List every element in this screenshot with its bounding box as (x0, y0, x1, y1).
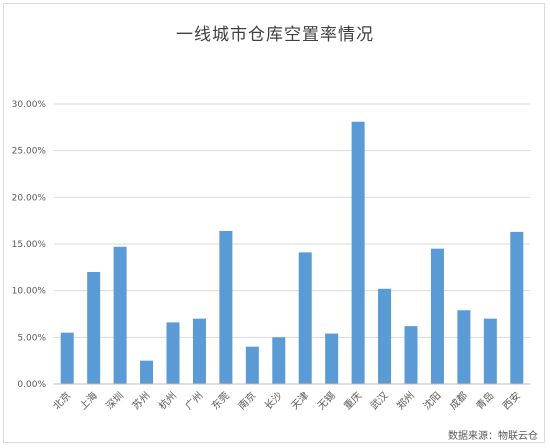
x-tick-label: 沈阳 (420, 389, 443, 412)
x-tick-label: 北京 (50, 389, 73, 412)
bar (140, 360, 154, 384)
x-tick-label: 武汉 (367, 389, 390, 412)
x-tick-label: 郑州 (394, 389, 417, 412)
bar (166, 322, 180, 384)
y-tick-label: 20.00% (12, 193, 47, 203)
y-tick-label: 0.00% (17, 380, 46, 390)
x-tick-label: 西安 (500, 389, 523, 412)
x-tick-label: 天津 (289, 390, 312, 413)
x-tick-label: 深圳 (104, 390, 127, 413)
x-tick-label: 苏州 (129, 389, 152, 412)
y-axis-ticks: 0.00% 5.00% 10.00% 15.00% 20.00% 25.00% 30.00% (12, 100, 47, 390)
bar (510, 231, 524, 384)
bar (192, 318, 206, 384)
bar (60, 332, 74, 384)
x-tick-label: 长沙 (262, 390, 285, 413)
x-tick-label: 南京 (235, 389, 258, 412)
x-tick-label: 重庆 (341, 389, 364, 412)
bar (325, 333, 339, 384)
bar (430, 248, 444, 384)
bar (113, 246, 127, 384)
bar (298, 252, 312, 384)
x-tick-label: 杭州 (156, 389, 179, 412)
chart-title: 一线城市仓库空置率情况 (176, 25, 374, 45)
bar (219, 230, 233, 384)
bar (378, 288, 392, 384)
bar (351, 121, 365, 384)
bar (87, 272, 101, 384)
bar (483, 318, 497, 384)
bar (404, 326, 418, 384)
bar (245, 346, 259, 384)
x-tick-label: 东莞 (209, 389, 232, 412)
x-tick-label: 无锡 (314, 389, 337, 412)
gridlines (54, 103, 530, 338)
x-tick-label: 青岛 (473, 389, 496, 412)
x-tick-label: 成都 (447, 390, 470, 413)
x-axis-ticks: 北京 上海 深圳 苏州 杭州 广州 东莞 南京 长沙 天津 无锡 重庆 武汉 郑州 沈阳 成都 青岛 西安 (50, 389, 523, 412)
x-tick-label: 上海 (76, 389, 99, 412)
y-tick-label: 15.00% (12, 240, 47, 250)
bar (272, 337, 286, 384)
y-tick-label: 10.00% (12, 287, 47, 297)
y-tick-label: 5.00% (17, 333, 46, 343)
source-note: 数据来源：物联云仓 (448, 431, 538, 442)
y-tick-label: 30.00% (12, 100, 47, 110)
y-tick-label: 25.00% (12, 147, 47, 157)
x-tick-label: 广州 (183, 390, 206, 413)
bars (60, 121, 524, 384)
bar (457, 310, 471, 384)
